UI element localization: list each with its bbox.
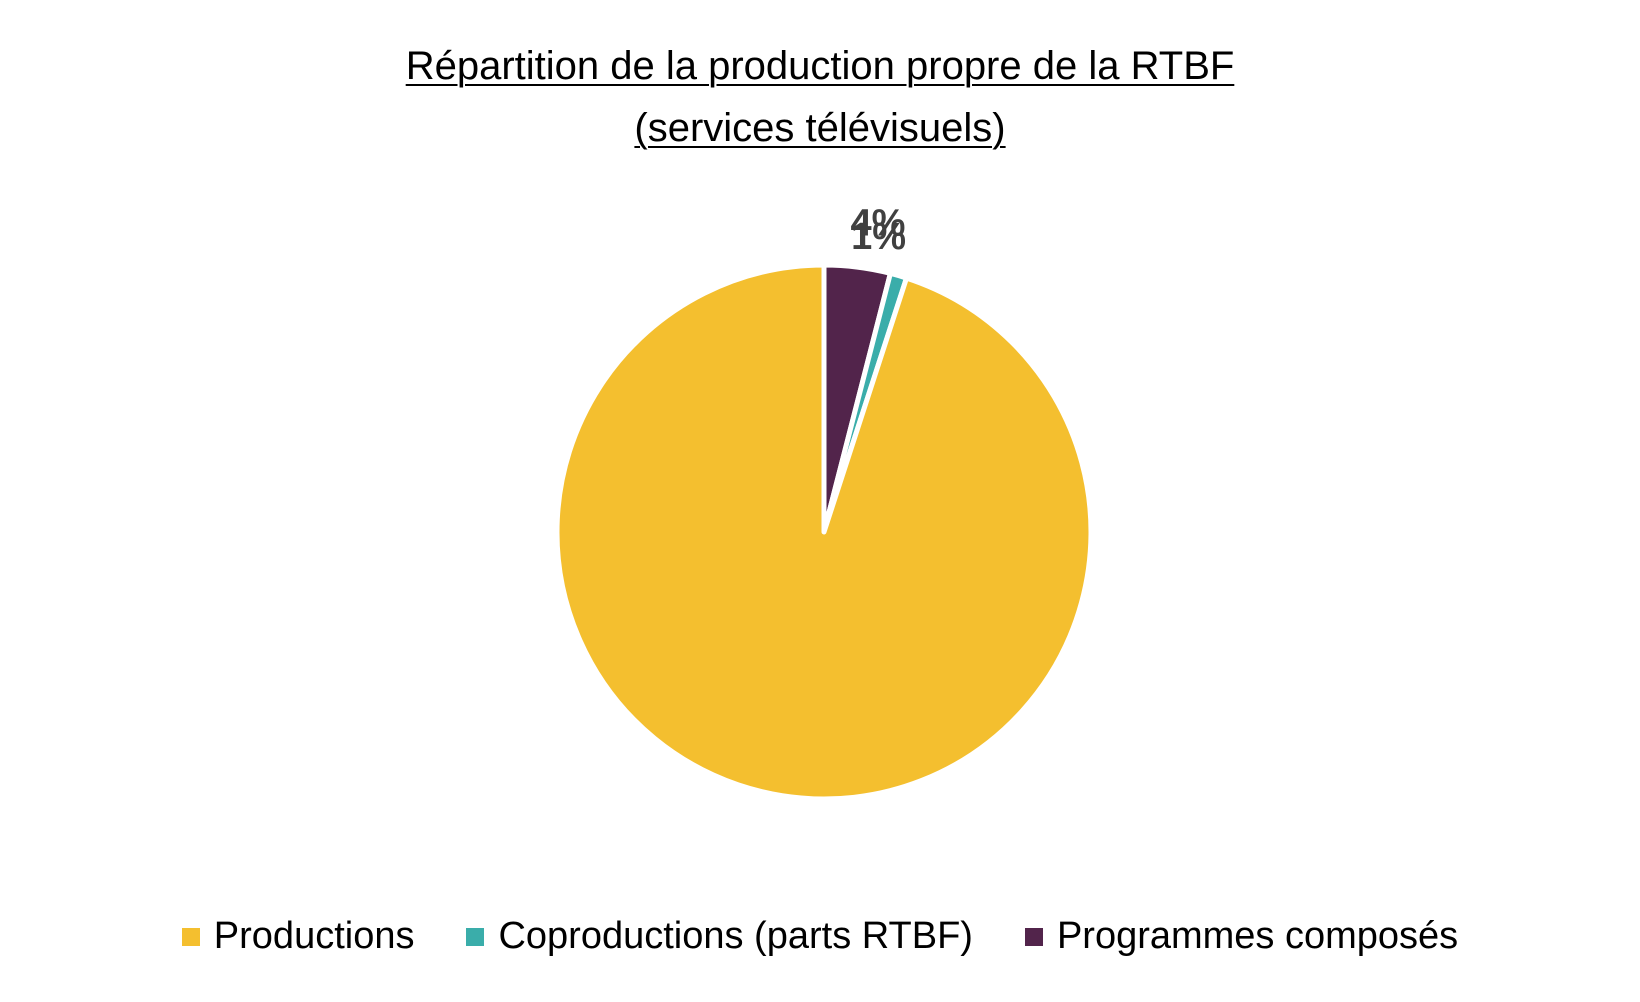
legend-label-coproductions: Coproductions (parts RTBF) [498,915,973,957]
data-label-programmes-composes: 4% [851,202,906,244]
legend-swatch-productions [181,927,200,946]
legend-label-programmes-composes: Programmes composés [1056,915,1459,957]
slice-productions [554,262,1094,802]
chart-subtitle: (services télévisuels) [634,106,1006,150]
legend-swatch-programmes-composes [1024,927,1043,946]
data-label-productions: 95% [1008,878,1084,920]
data-label-coproductions: 1% [851,216,906,258]
legend-item-coproductions: Coproductions (parts RTBF) [466,915,973,958]
legend-swatch-coproductions [466,927,485,946]
legend-item-productions: Productions [181,915,415,958]
legend-label-productions: Productions [213,915,415,957]
legend: Productions Coproductions (parts RTBF) P… [0,915,1640,958]
legend-item-programmes-composes: Programmes composés [1024,915,1459,958]
chart-title: Répartition de la production propre de l… [405,44,1235,88]
